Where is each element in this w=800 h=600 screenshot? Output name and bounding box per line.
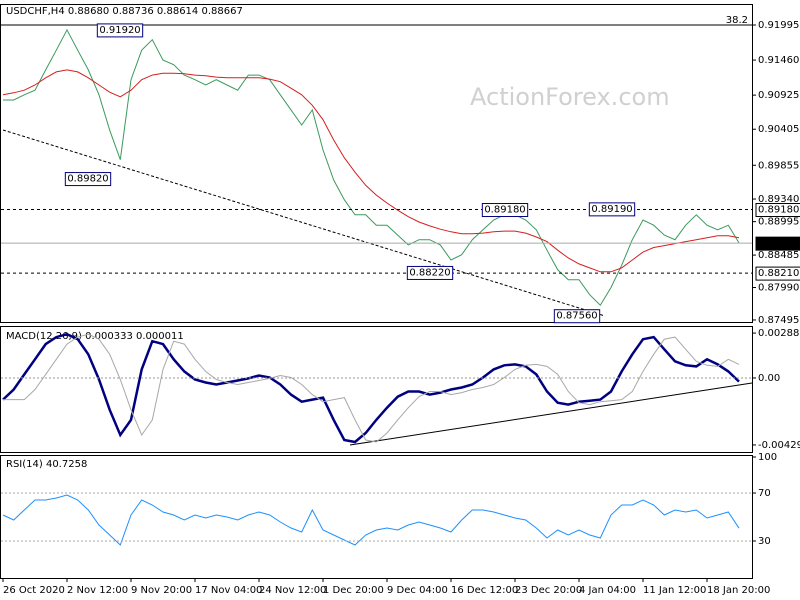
y-tick-label: 0.87495 xyxy=(758,315,799,326)
price-panel xyxy=(0,4,753,323)
label-box xyxy=(755,236,800,251)
y-tick-label: 0.00288 xyxy=(758,328,799,339)
macd-title: MACD(12,26,9) 0.000333 0.000011 xyxy=(6,331,184,342)
chart-header: USDCHF,H4 0.88680 0.88736 0.88614 0.8866… xyxy=(6,6,243,17)
y-tick-label: 0.91460 xyxy=(758,55,799,66)
x-tick-label: 11 Jan 12:00 xyxy=(643,585,706,596)
price-annotation: 0.89190 xyxy=(591,204,632,215)
level-label: 38.2 xyxy=(726,15,748,26)
y-tick-label: 0.88485 xyxy=(758,250,799,261)
signal-line xyxy=(3,333,740,443)
y-tick-label: 0.90925 xyxy=(758,90,799,101)
price-annotation: 0.91920 xyxy=(99,25,140,36)
close-line xyxy=(3,28,740,307)
label-box xyxy=(588,202,636,217)
y-tick-label: 100 xyxy=(758,452,777,463)
price-annotation: 0.87560 xyxy=(556,311,597,322)
x-tick-label: 23 Dec 20:00 xyxy=(515,585,582,596)
trend-line xyxy=(2,129,606,317)
x-tick-label: 9 Nov 20:00 xyxy=(131,585,192,596)
label-box xyxy=(755,203,800,218)
label-box xyxy=(553,309,601,324)
y-tick-label: 0.88995 xyxy=(758,217,799,228)
watermark: ActionForex.com xyxy=(470,83,670,111)
y-tick-label: 0.87990 xyxy=(758,283,799,294)
price-annotation: 0.88220 xyxy=(409,267,450,278)
x-tick-label: 1 Dec 20:00 xyxy=(323,585,384,596)
x-tick-label: 18 Jan 20:00 xyxy=(707,585,770,596)
macd-line xyxy=(2,332,740,444)
y-tick-label: 0.89340 xyxy=(758,194,799,205)
y-tick-label: 0.00 xyxy=(758,373,780,384)
price-annotation: 0.89820 xyxy=(67,174,108,185)
label-box xyxy=(755,266,800,281)
price-annotation: 0.89180 xyxy=(484,205,525,216)
rsi-title: RSI(14) 40.7258 xyxy=(6,459,87,470)
y-tick-label: 30 xyxy=(758,536,771,547)
level-label: 0.88210 xyxy=(758,268,799,279)
label-box xyxy=(64,172,112,187)
label-box xyxy=(406,265,454,280)
x-tick-label: 26 Oct 2020 xyxy=(3,585,65,596)
y-tick-label: 0.89855 xyxy=(758,160,799,171)
level-label: 0.89180 xyxy=(758,205,799,216)
rsi-line xyxy=(2,494,740,546)
x-tick-label: 17 Nov 04:00 xyxy=(195,585,262,596)
y-tick-label: 0.91995 xyxy=(758,20,799,31)
label-box xyxy=(481,203,529,218)
y-tick-label: 0.90405 xyxy=(758,124,799,135)
level-label: 0.88667 xyxy=(758,238,799,249)
x-tick-label: 2 Nov 12:00 xyxy=(67,585,128,596)
x-tick-label: 4 Jan 04:00 xyxy=(579,585,636,596)
y-tick-label: -0.004298 xyxy=(758,440,800,451)
macd-trend-line xyxy=(349,382,753,446)
x-tick-label: 9 Dec 04:00 xyxy=(387,585,448,596)
rsi-panel xyxy=(0,455,753,579)
label-box xyxy=(96,23,144,38)
x-tick-label: 24 Nov 12:00 xyxy=(259,585,326,596)
ma-line xyxy=(2,69,740,273)
x-tick-label: 16 Dec 12:00 xyxy=(451,585,518,596)
y-tick-label: 70 xyxy=(758,488,771,499)
macd-panel xyxy=(0,326,753,453)
